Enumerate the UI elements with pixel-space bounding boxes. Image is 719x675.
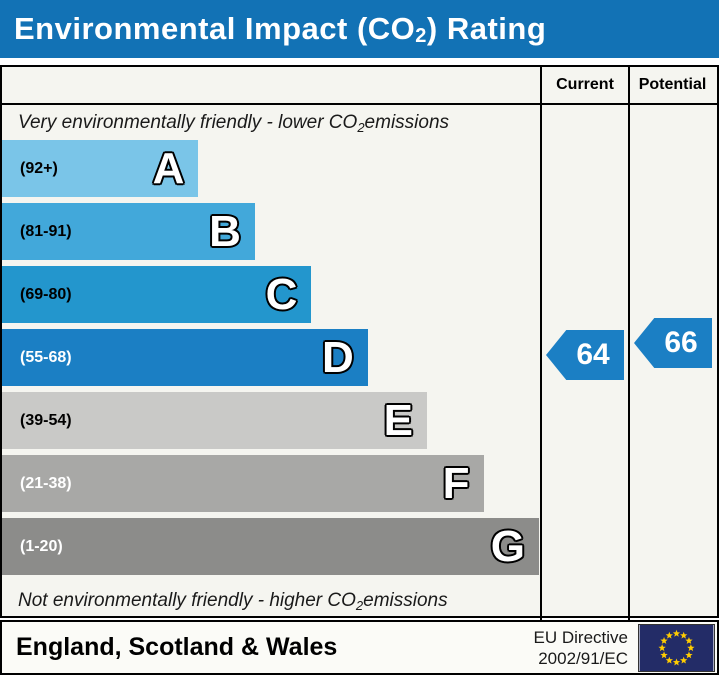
band-bar-e: (39-54) E	[2, 392, 428, 449]
rating-chart-area: Very environmentally friendly - lower CO…	[2, 105, 540, 620]
band-bar-d: (55-68) D	[2, 329, 368, 386]
band-range-d: (55-68)	[20, 348, 72, 366]
header-spacer	[2, 67, 540, 103]
band-row-d: (55-68) D	[2, 329, 540, 392]
band-bar-f: (21-38) F	[2, 455, 484, 512]
top-caption: Very environmentally friendly - lower CO…	[18, 111, 450, 136]
band-range-c: (69-80)	[20, 285, 72, 303]
band-range-b: (81-91)	[20, 222, 72, 240]
eu-directive-label: EU Directive 2002/91/EC	[533, 627, 628, 668]
band-row-a: (92+) A	[2, 140, 540, 203]
band-letter-g: G	[490, 521, 525, 571]
current-rating-arrow: 64	[546, 330, 624, 380]
band-range-g: (1-20)	[20, 537, 63, 555]
eu-flag-icon	[638, 623, 715, 672]
band-row-c: (69-80) C	[2, 266, 540, 329]
band-letter-d: D	[322, 332, 354, 382]
page-title-subscript: 2	[415, 24, 427, 47]
band-letter-c: C	[265, 269, 298, 319]
region-label: England, Scotland & Wales	[16, 633, 338, 661]
band-row-f: (21-38) F	[2, 455, 540, 518]
band-range-f: (21-38)	[20, 474, 72, 492]
band-range-a: (92+)	[20, 159, 58, 177]
band-bar-c: (69-80) C	[2, 266, 312, 323]
page-title: Environmental Impact (CO 2) Rating	[0, 0, 719, 58]
potential-rating-column: 66	[628, 105, 715, 620]
band-bar-g: (1-20) G	[2, 518, 539, 575]
potential-column-header: Potential	[628, 67, 715, 103]
band-letter-f: F	[442, 458, 470, 508]
rating-bands: (92+) A (81-91) B (69-80) C	[2, 140, 540, 581]
bottom-caption: Not environmentally friendly - higher CO…	[18, 589, 448, 614]
band-letter-a: A	[152, 143, 185, 193]
current-column-header: Current	[540, 67, 628, 103]
current-rating-column: 64	[540, 105, 628, 620]
band-letter-e: E	[383, 395, 414, 445]
band-range-e: (39-54)	[20, 411, 72, 429]
footer: England, Scotland & Wales EU Directive 2…	[0, 620, 719, 675]
epc-rating-table: Current Potential Very environmentally f…	[0, 65, 719, 620]
eu-flag-stars	[658, 629, 695, 665]
band-bar-a: (92+) A	[2, 140, 199, 197]
band-row-e: (39-54) E	[2, 392, 540, 455]
page-title-text: Environmental Impact (CO	[14, 11, 416, 46]
table-header-row: Current Potential	[2, 67, 717, 105]
band-letter-b: B	[209, 206, 241, 256]
page-title-text-end: ) Rating	[426, 11, 547, 46]
band-bar-b: (81-91) B	[2, 203, 255, 260]
potential-rating-arrow: 66	[634, 318, 712, 368]
band-row-b: (81-91) B	[2, 203, 540, 266]
band-row-g: (1-20) G	[2, 518, 540, 581]
table-body: Very environmentally friendly - lower CO…	[2, 105, 717, 620]
